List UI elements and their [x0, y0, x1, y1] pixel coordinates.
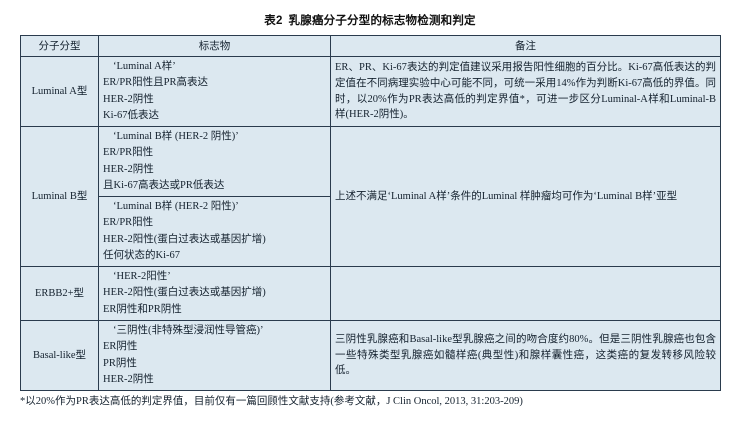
cell-subtype: Luminal A型 — [20, 55, 99, 128]
marker-line: Ki-67低表达 — [103, 109, 159, 121]
marker-table: 分子分型 标志物 备注 Luminal A型 ‘Luminal A样’ ER/P… — [20, 35, 721, 392]
table-caption: 表2 乳腺癌分子分型的标志物检测和判定 — [0, 0, 740, 35]
marker-line: ER/PR阳性 — [103, 147, 154, 159]
cell-markers: ‘三阴性(非特殊型浸润性导管癌)’ ER阴性 PR阴性 HER-2阴性 — [98, 319, 331, 392]
table-header-row: 分子分型 标志物 备注 — [20, 35, 721, 57]
cell-subtype: Basal-like型 — [20, 319, 99, 392]
note-text: ER、PR、Ki-67表达的判定值建议采用报告阳性细胞的百分比。Ki-67高低表… — [335, 61, 716, 121]
marker-line: HER-2阴性 — [103, 373, 154, 385]
table-container: 分子分型 标志物 备注 Luminal A型 ‘Luminal A样’ ER/P… — [20, 35, 721, 392]
marker-line: ER/PR阳性且PR高表达 — [103, 77, 209, 89]
cell-subtype: Luminal B型 — [20, 126, 99, 268]
cell-note: ER、PR、Ki-67表达的判定值建议采用报告阳性细胞的百分比。Ki-67高低表… — [330, 55, 721, 128]
table-caption-number: 表2 — [264, 15, 283, 27]
marker-line: ‘Luminal B样 (HER-2 阳性)’ — [113, 201, 239, 213]
cell-note: 上述不满足‘Luminal A样’条件的Luminal 样肿瘤均可作为‘Lumi… — [330, 126, 721, 268]
marker-line: HER-2阴性 — [103, 163, 154, 175]
cell-subtype: ERBB2+型 — [20, 266, 99, 321]
table-row: Luminal A型 ‘Luminal A样’ ER/PR阳性且PR高表达 HE… — [20, 55, 721, 128]
marker-line: ER/PR阳性 — [103, 217, 154, 229]
marker-line: ‘三阴性(非特殊型浸润性导管癌)’ — [113, 324, 264, 336]
table-row: Basal-like型 ‘三阴性(非特殊型浸润性导管癌)’ ER阴性 PR阴性 … — [20, 319, 721, 392]
cell-note: 三阴性乳腺癌和Basal-like型乳腺癌之间的吻合度约80%。但是三阴性乳腺癌… — [330, 319, 721, 392]
cell-markers: ‘Luminal B样 (HER-2 阳性)’ ER/PR阳性 HER-2阳性(… — [98, 196, 331, 268]
table-caption-title: 乳腺癌分子分型的标志物检测和判定 — [288, 15, 476, 27]
table-row: ERBB2+型 ‘HER-2阳性’ HER-2阳性(蛋白过表达或基因扩增) ER… — [20, 266, 721, 321]
column-header-subtype: 分子分型 — [20, 35, 99, 57]
marker-line: HER-2阳性(蛋白过表达或基因扩增) — [103, 233, 266, 245]
column-header-marker: 标志物 — [98, 35, 331, 57]
marker-line: ER阴性和PR阴性 — [103, 303, 182, 315]
column-header-note: 备注 — [330, 35, 721, 57]
note-text: 上述不满足‘Luminal A样’条件的Luminal 样肿瘤均可作为‘Lumi… — [335, 190, 678, 202]
note-text: 三阴性乳腺癌和Basal-like型乳腺癌之间的吻合度约80%。但是三阴性乳腺癌… — [335, 333, 716, 377]
cell-markers: ‘HER-2阳性’ HER-2阳性(蛋白过表达或基因扩增) ER阴性和PR阴性 — [98, 266, 331, 321]
cell-markers: ‘Luminal A样’ ER/PR阳性且PR高表达 HER-2阴性 Ki-67… — [98, 55, 331, 128]
marker-line: ER阴性 — [103, 341, 138, 353]
table-row: Luminal B型 ‘Luminal B样 (HER-2 阴性)’ ER/PR… — [20, 126, 721, 268]
cell-markers: ‘Luminal B样 (HER-2 阴性)’ ER/PR阳性 HER-2阴性 … — [98, 126, 331, 198]
marker-line: PR阴性 — [103, 357, 137, 369]
table-row: ‘Luminal B样 (HER-2 阳性)’ ER/PR阳性 HER-2阳性(… — [21, 196, 721, 268]
table-footnote: *以20%作为PR表达高低的判定界值，目前仅有一篇回顾性文献支持(参考文献，J … — [20, 396, 523, 408]
marker-line: 且Ki-67高表达或PR低表达 — [103, 179, 225, 191]
marker-line: ‘Luminal A样’ — [113, 61, 176, 72]
marker-line: HER-2阳性(蛋白过表达或基因扩增) — [103, 287, 266, 299]
cell-note — [330, 266, 721, 321]
marker-line: HER-2阴性 — [103, 93, 154, 105]
marker-line: ‘Luminal B样 (HER-2 阴性)’ — [113, 131, 239, 143]
marker-line: ‘HER-2阳性’ — [113, 271, 171, 283]
marker-line: 任何状态的Ki-67 — [103, 249, 180, 261]
